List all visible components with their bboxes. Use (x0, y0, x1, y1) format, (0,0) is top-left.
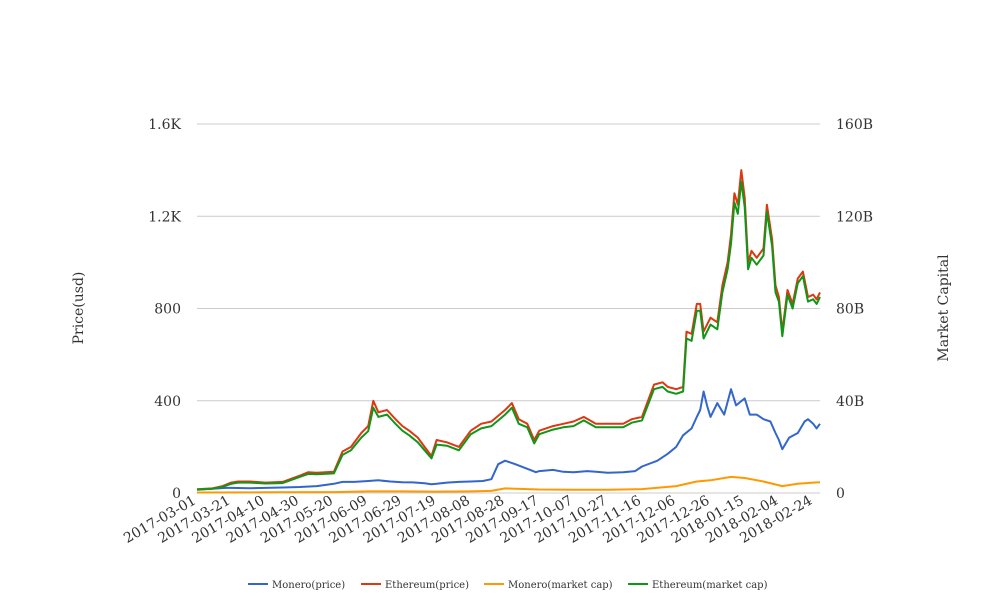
left-axis-tick-label: 0 (172, 486, 181, 502)
right-axis-tick-label: 160B (836, 117, 873, 133)
series-line-monero-price (196, 388, 821, 491)
gridlines (197, 123, 820, 494)
right-axis-ticks: 0 40B 80B 120B 160B (836, 117, 873, 502)
left-axis-tick-label: 1.2K (148, 209, 181, 225)
right-axis-tick-label: 80B (836, 302, 864, 318)
right-axis-tick-label: 0 (836, 486, 845, 502)
right-axis-tick-label: 120B (836, 209, 873, 225)
left-axis-tick-label: 400 (154, 394, 181, 410)
legend-label: Ethereum(market cap) (652, 580, 768, 591)
left-axis-tick-label: 800 (154, 302, 181, 318)
x-axis-ticks: 2017-03-012017-03-212017-04-102017-04-30… (121, 493, 815, 547)
series-lines (196, 169, 821, 494)
legend-label: Monero(market cap) (508, 580, 613, 591)
series-line-monero-market-cap (196, 475, 821, 494)
legend: Monero(price) Ethereum(price) Monero(marke… (248, 580, 768, 591)
legend-item[interactable]: Monero(market cap) (484, 580, 613, 591)
series-line-ethereum-price (196, 169, 821, 491)
left-axis-tick-label: 1.6K (148, 117, 181, 133)
legend-item[interactable]: Monero(price) (248, 580, 345, 591)
left-axis-ticks: 0 400 800 1.2K 1.6K (148, 117, 181, 502)
right-axis-title: Market Capital (936, 254, 952, 362)
legend-item[interactable]: Ethereum(price) (361, 580, 469, 591)
series-line-ethereum-market-cap (196, 180, 821, 491)
legend-label: Ethereum(price) (385, 580, 469, 591)
right-axis-tick-label: 40B (836, 394, 864, 410)
legend-item[interactable]: Ethereum(market cap) (628, 580, 768, 591)
legend-label: Monero(price) (272, 580, 345, 591)
left-axis-title: Price(usd) (71, 272, 87, 345)
